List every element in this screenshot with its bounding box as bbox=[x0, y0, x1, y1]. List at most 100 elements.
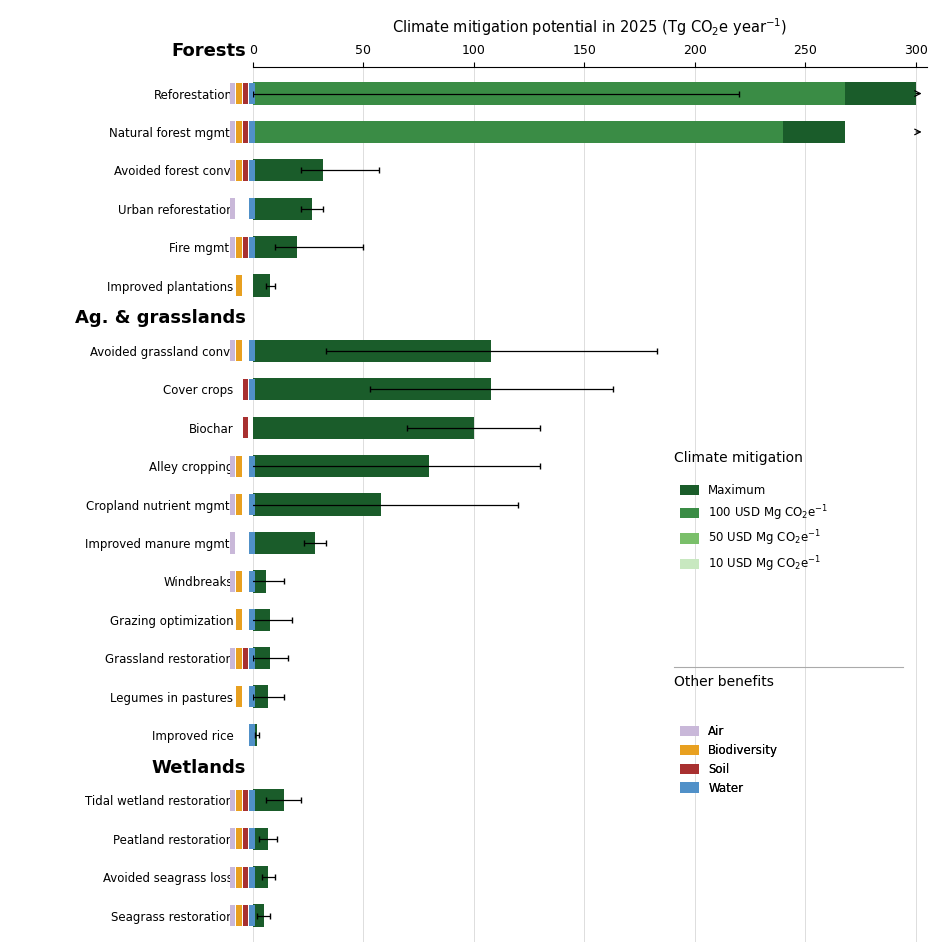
Bar bbox=[242, 160, 248, 181]
Bar bbox=[253, 608, 271, 631]
Bar bbox=[242, 790, 248, 811]
Text: Forests: Forests bbox=[171, 42, 246, 60]
Bar bbox=[249, 456, 255, 477]
Bar bbox=[249, 647, 255, 669]
Bar bbox=[253, 724, 257, 746]
Text: Wetlands: Wetlands bbox=[152, 759, 246, 777]
Bar bbox=[249, 121, 255, 143]
Bar bbox=[253, 340, 314, 362]
Bar bbox=[253, 532, 314, 554]
Bar bbox=[253, 866, 269, 888]
Bar bbox=[249, 866, 255, 888]
Text: Climate mitigation: Climate mitigation bbox=[674, 451, 803, 466]
Bar bbox=[253, 378, 430, 401]
Bar bbox=[249, 237, 255, 258]
Bar bbox=[253, 159, 324, 182]
Bar bbox=[236, 828, 241, 849]
Bar bbox=[249, 571, 255, 592]
Bar bbox=[229, 647, 235, 669]
Bar bbox=[845, 83, 915, 105]
Bar bbox=[253, 121, 374, 143]
Bar bbox=[249, 790, 255, 811]
Bar bbox=[236, 609, 241, 630]
Bar bbox=[253, 570, 266, 592]
Bar bbox=[253, 274, 271, 297]
Bar bbox=[242, 647, 248, 669]
Text: Ag. & grasslands: Ag. & grasslands bbox=[75, 309, 246, 327]
Bar bbox=[236, 494, 241, 515]
Bar bbox=[253, 724, 257, 746]
Bar bbox=[236, 160, 241, 181]
Bar bbox=[253, 340, 407, 362]
Bar bbox=[249, 532, 255, 553]
Bar bbox=[253, 378, 430, 401]
Bar bbox=[253, 121, 739, 143]
Bar bbox=[253, 417, 474, 439]
Bar bbox=[253, 159, 324, 182]
Bar bbox=[253, 493, 381, 516]
Bar bbox=[229, 571, 235, 592]
Bar bbox=[253, 647, 271, 669]
Point bbox=[248, 921, 259, 932]
Bar bbox=[253, 236, 297, 258]
Bar bbox=[253, 417, 474, 439]
Bar bbox=[253, 198, 313, 220]
Bar bbox=[253, 647, 271, 669]
Bar bbox=[253, 378, 491, 401]
Bar bbox=[236, 790, 241, 811]
Bar bbox=[253, 827, 269, 850]
Bar bbox=[253, 455, 363, 477]
Bar bbox=[229, 456, 235, 477]
Bar bbox=[253, 455, 430, 477]
Bar bbox=[253, 570, 266, 592]
Bar bbox=[249, 828, 255, 849]
Bar bbox=[242, 828, 248, 849]
Bar bbox=[253, 455, 430, 477]
Bar bbox=[253, 83, 805, 105]
Bar bbox=[229, 160, 235, 181]
Bar bbox=[236, 456, 241, 477]
Bar bbox=[253, 340, 491, 362]
Bar bbox=[253, 789, 284, 811]
Bar bbox=[253, 724, 257, 746]
Bar bbox=[253, 455, 363, 477]
Bar bbox=[249, 609, 255, 630]
Bar bbox=[253, 340, 491, 362]
Bar bbox=[236, 275, 241, 296]
Bar bbox=[229, 494, 235, 515]
Bar bbox=[253, 493, 381, 516]
Bar bbox=[253, 493, 297, 516]
Bar bbox=[249, 724, 255, 745]
Bar bbox=[242, 866, 248, 888]
Bar bbox=[249, 379, 255, 400]
Bar bbox=[253, 274, 271, 297]
Bar bbox=[249, 83, 255, 104]
Bar bbox=[236, 571, 241, 592]
Bar bbox=[242, 237, 248, 258]
Bar bbox=[236, 686, 241, 707]
Bar bbox=[253, 378, 491, 401]
Bar bbox=[249, 198, 255, 219]
Bar bbox=[253, 827, 269, 850]
Bar bbox=[783, 121, 845, 143]
Bar bbox=[253, 827, 269, 850]
Bar bbox=[253, 83, 805, 105]
Bar bbox=[242, 417, 248, 438]
Bar bbox=[236, 905, 241, 926]
Bar bbox=[236, 121, 241, 143]
Bar bbox=[229, 790, 235, 811]
Bar bbox=[253, 647, 271, 669]
Bar bbox=[253, 789, 284, 811]
Bar bbox=[249, 905, 255, 926]
Legend: Air, Biodiversity, Soil, Water: Air, Biodiversity, Soil, Water bbox=[680, 725, 778, 795]
Bar bbox=[229, 198, 235, 219]
Bar bbox=[253, 83, 845, 105]
Bar bbox=[253, 274, 271, 297]
Bar bbox=[242, 905, 248, 926]
Bar bbox=[253, 608, 271, 631]
Bar bbox=[253, 493, 297, 516]
Bar bbox=[229, 828, 235, 849]
Bar bbox=[229, 237, 235, 258]
Bar bbox=[236, 866, 241, 888]
Bar bbox=[253, 532, 314, 554]
